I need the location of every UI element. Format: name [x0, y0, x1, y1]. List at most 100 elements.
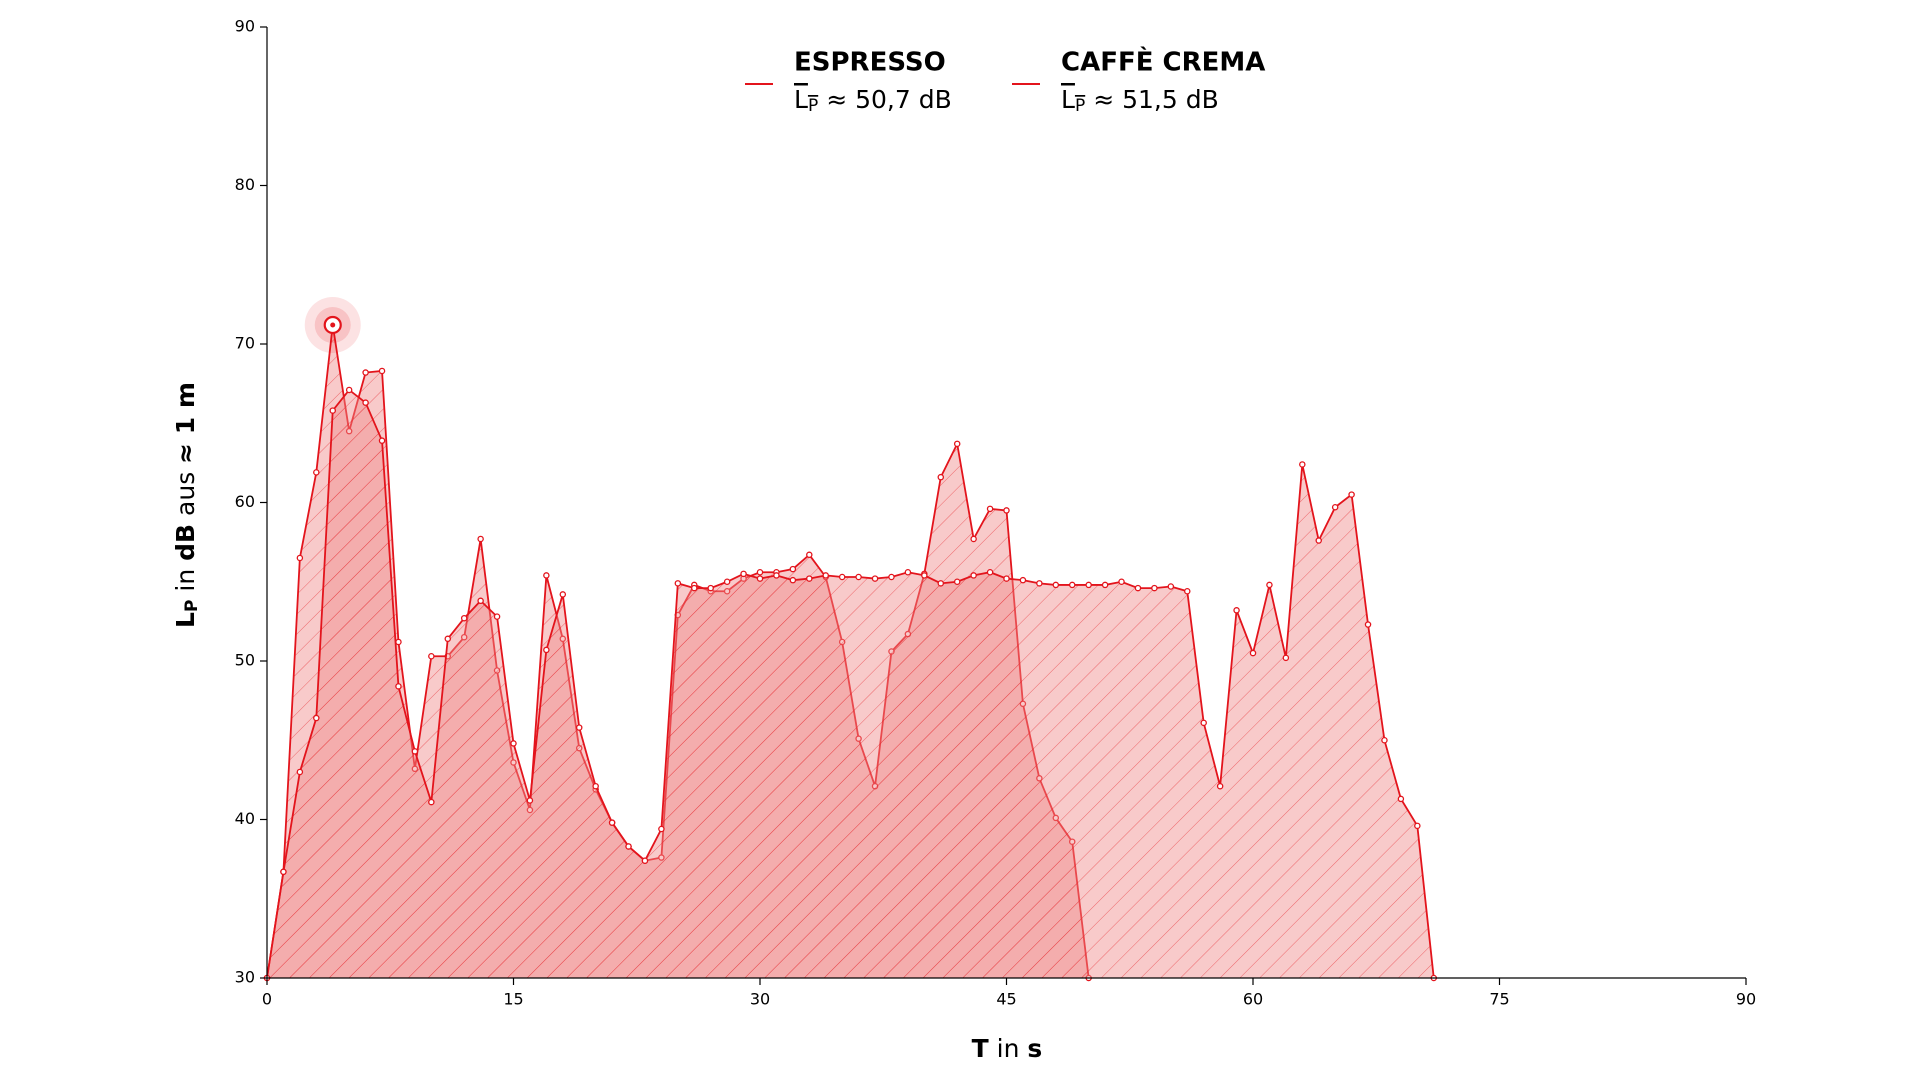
y-label-part: in [171, 561, 200, 600]
data-point [1397, 795, 1405, 803]
series-line [266, 388, 1435, 979]
y-tick-label: 80 [235, 175, 255, 194]
x-tick-label: 90 [1736, 990, 1756, 1009]
x-tick-label: 30 [750, 990, 770, 1009]
data-point [625, 843, 632, 850]
data-point [1019, 576, 1027, 584]
data-point [1233, 607, 1240, 614]
y-label-part: P [182, 600, 202, 612]
data-point [608, 819, 616, 826]
data-point [921, 572, 928, 579]
x-tick-label: 45 [996, 990, 1016, 1009]
data-point [986, 568, 994, 576]
data-point [1216, 782, 1224, 790]
data-point [592, 782, 599, 790]
data-point [1151, 584, 1158, 592]
data-point [543, 572, 550, 579]
data-point [937, 580, 945, 587]
data-point [707, 584, 714, 592]
y-tick-label: 50 [235, 651, 255, 670]
data-point [1167, 583, 1175, 590]
data-point [477, 535, 484, 543]
data-point [460, 614, 468, 622]
data-point [740, 570, 747, 578]
data-point [444, 635, 452, 643]
data-point [756, 568, 764, 576]
y-label-part: dB [171, 524, 200, 561]
data-point [641, 857, 649, 864]
mean-symbol-sub: P [1075, 96, 1085, 116]
data-point [723, 578, 731, 586]
data-point [1381, 737, 1388, 744]
data-point [1266, 581, 1273, 589]
legend-note: LP ≈ 50,7 dB [794, 85, 952, 116]
data-point [970, 572, 977, 579]
data-point [1364, 621, 1372, 628]
data-point [1003, 507, 1010, 514]
data-point [493, 613, 501, 620]
x-tick-label: 75 [1489, 990, 1509, 1009]
data-point [526, 797, 534, 804]
data-point [838, 573, 846, 581]
data-point [1036, 580, 1043, 587]
data-point [756, 575, 764, 582]
x-label-part: T [972, 1034, 989, 1063]
data-point [1003, 575, 1010, 582]
data-point [280, 868, 287, 876]
data-point [953, 440, 961, 448]
data-point [1068, 581, 1076, 589]
highlight-dot [330, 322, 336, 328]
y-tick-label: 40 [235, 809, 255, 828]
y-tick-label: 60 [235, 492, 255, 511]
x-tick-label: 15 [503, 990, 523, 1009]
data-point [822, 572, 829, 579]
area-hatch [267, 389, 1434, 979]
data-point [1200, 719, 1207, 727]
data-point [378, 437, 386, 444]
data-point [329, 407, 336, 414]
mean-value: ≈ 51,5 dB [1093, 85, 1219, 114]
data-point [888, 573, 895, 581]
mean-symbol: L [794, 85, 808, 114]
data-point [477, 597, 484, 605]
data-point [313, 469, 320, 476]
data-point [428, 798, 435, 806]
data-point [395, 683, 402, 690]
data-point [773, 572, 780, 579]
y-axis-label: LP in dB aus ≈ 1 m [171, 382, 202, 628]
data-point [362, 369, 369, 376]
y-tick-label: 30 [235, 968, 255, 987]
mean-symbol: L [1061, 85, 1075, 114]
data-point [378, 367, 386, 375]
data-point [674, 580, 682, 587]
axes: 30 40 50 60 70 80 90 0 15 30 45 60 75 90 [235, 17, 1757, 1009]
data-point [1085, 581, 1092, 589]
data-point [953, 578, 961, 586]
data-point [510, 740, 517, 747]
data-point [658, 825, 665, 833]
data-point [575, 724, 583, 731]
data-point [1249, 649, 1257, 657]
data-point [362, 399, 369, 406]
data-point [313, 714, 320, 722]
data-point [806, 551, 813, 559]
y-label-part: ≈ 1 m [171, 382, 200, 464]
legend-note: LP ≈ 51,5 dB [1061, 85, 1219, 116]
data-point [296, 768, 304, 776]
data-point [428, 652, 435, 660]
data-point [559, 591, 567, 598]
data-point [1299, 461, 1306, 468]
x-axis-label: T in s [972, 1034, 1043, 1063]
legend-name: CAFFÈ CREMA [1061, 46, 1265, 78]
data-point [970, 535, 977, 543]
mean-value: ≈ 50,7 dB [826, 85, 952, 114]
data-point [1331, 504, 1339, 511]
data-point [543, 646, 550, 654]
data-point [806, 575, 813, 582]
data-point [1414, 822, 1421, 830]
y-tick-label: 90 [235, 17, 255, 36]
data-point [1101, 581, 1109, 589]
